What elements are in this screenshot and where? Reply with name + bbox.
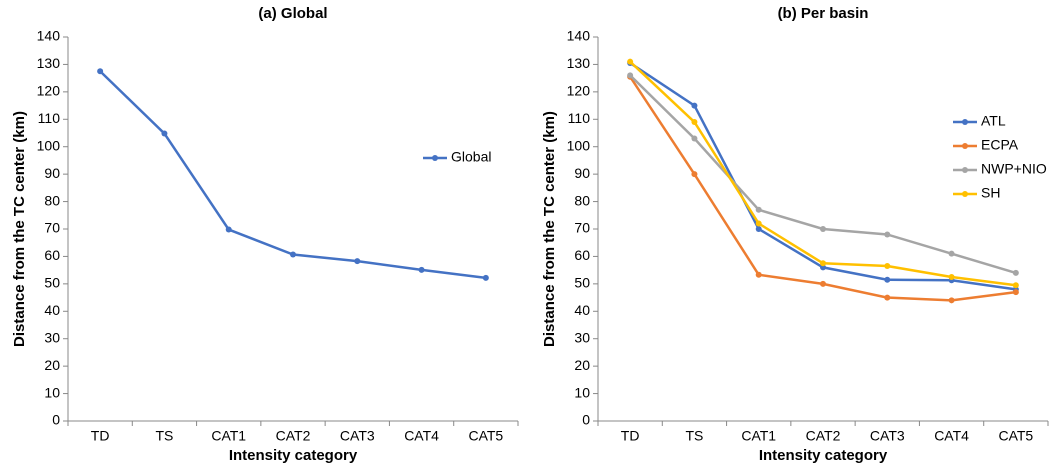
data-point xyxy=(820,226,826,232)
data-point xyxy=(884,263,891,270)
data-point xyxy=(97,68,104,75)
data-point xyxy=(820,264,826,271)
y-tick-label: 140 xyxy=(37,28,61,44)
y-tick-label: 90 xyxy=(574,165,590,181)
y-tick-label: 50 xyxy=(574,275,590,291)
legend-label: SH xyxy=(981,185,1000,201)
data-point xyxy=(948,274,955,280)
legend-label: ECPA xyxy=(981,137,1019,153)
x-axis-title: Intensity category xyxy=(759,447,888,464)
data-point xyxy=(1012,289,1019,296)
y-tick-label: 100 xyxy=(37,137,61,153)
y-tick-label: 70 xyxy=(574,220,590,236)
y-tick-label: 110 xyxy=(568,110,591,126)
legend-marker xyxy=(962,191,968,197)
data-point xyxy=(948,250,955,257)
legend-label: ATL xyxy=(981,113,1006,129)
data-point xyxy=(820,280,826,287)
data-point xyxy=(627,58,634,65)
data-point xyxy=(755,226,762,232)
legend-marker xyxy=(432,155,438,161)
x-tick-label: CAT5 xyxy=(468,428,503,444)
y-tick-label: 30 xyxy=(574,329,590,345)
data-point xyxy=(627,72,634,79)
y-tick-label: 30 xyxy=(44,329,60,345)
data-point xyxy=(691,119,698,126)
y-tick-label: 120 xyxy=(567,83,591,99)
data-point xyxy=(1012,282,1019,289)
y-tick-label: 70 xyxy=(44,220,60,236)
series-line xyxy=(99,70,487,280)
y-axis-title: Distance from the TC center (km) xyxy=(541,111,558,347)
data-point xyxy=(482,274,489,281)
y-tick-label: 60 xyxy=(44,247,60,263)
y-tick-label: 100 xyxy=(567,137,591,153)
y-tick-label: 80 xyxy=(44,192,60,208)
x-tick-label: CAT3 xyxy=(340,428,375,444)
legend-label: Global xyxy=(451,149,491,165)
y-tick-label: 40 xyxy=(574,302,590,318)
x-tick-label: CAT3 xyxy=(870,428,905,444)
y-tick-label: 80 xyxy=(574,192,590,208)
chart-title: (b) Per basin xyxy=(778,5,869,22)
legend-marker xyxy=(962,143,968,149)
x-tick-label: CAT2 xyxy=(806,428,841,444)
y-tick-label: 20 xyxy=(574,357,590,373)
x-tick-label: CAT4 xyxy=(404,428,439,444)
x-tick-label: CAT5 xyxy=(998,428,1033,444)
y-tick-label: 130 xyxy=(567,55,591,71)
x-tick-label: CAT2 xyxy=(276,428,311,444)
data-point xyxy=(755,206,762,213)
y-tick-label: 140 xyxy=(567,28,591,44)
y-tick-label: 10 xyxy=(574,384,590,400)
y-axis-title: Distance from the TC center (km) xyxy=(11,111,28,347)
data-point xyxy=(755,220,762,227)
y-tick-label: 120 xyxy=(37,83,61,99)
series-line xyxy=(629,74,1017,275)
data-point xyxy=(691,102,698,109)
data-point xyxy=(755,271,762,278)
x-tick-label: TS xyxy=(685,428,703,444)
data-point xyxy=(820,260,826,267)
x-tick-label: CAT1 xyxy=(211,428,246,444)
y-tick-label: 90 xyxy=(44,165,60,181)
data-point xyxy=(161,130,168,137)
data-point xyxy=(691,135,698,142)
data-point xyxy=(884,276,891,283)
series-line xyxy=(629,60,1017,287)
y-tick-label: 0 xyxy=(52,412,60,428)
data-point xyxy=(225,226,232,233)
data-point xyxy=(418,266,425,273)
legend-marker xyxy=(962,119,968,125)
x-tick-label: TD xyxy=(91,428,110,444)
data-point xyxy=(354,258,361,265)
data-point xyxy=(691,171,698,178)
data-point xyxy=(948,297,955,304)
y-tick-label: 60 xyxy=(574,247,590,263)
y-tick-label: 130 xyxy=(37,55,61,71)
data-point xyxy=(884,294,891,301)
x-axis-title: Intensity category xyxy=(229,447,358,464)
y-tick-label: 20 xyxy=(44,357,60,373)
legend-label: NWP+NIO xyxy=(981,161,1047,177)
y-tick-label: 10 xyxy=(44,384,60,400)
y-tick-label: 0 xyxy=(582,412,590,428)
chart-title: (a) Global xyxy=(258,5,327,22)
data-point xyxy=(1012,269,1019,276)
x-tick-label: CAT4 xyxy=(934,428,969,444)
y-tick-label: 110 xyxy=(38,110,61,126)
x-tick-label: TD xyxy=(621,428,640,444)
x-tick-label: TS xyxy=(155,428,173,444)
y-tick-label: 50 xyxy=(44,275,60,291)
legend-marker xyxy=(962,167,968,173)
y-tick-label: 40 xyxy=(44,302,60,318)
data-point xyxy=(290,251,296,258)
x-tick-label: CAT1 xyxy=(741,428,776,444)
data-point xyxy=(884,231,891,238)
